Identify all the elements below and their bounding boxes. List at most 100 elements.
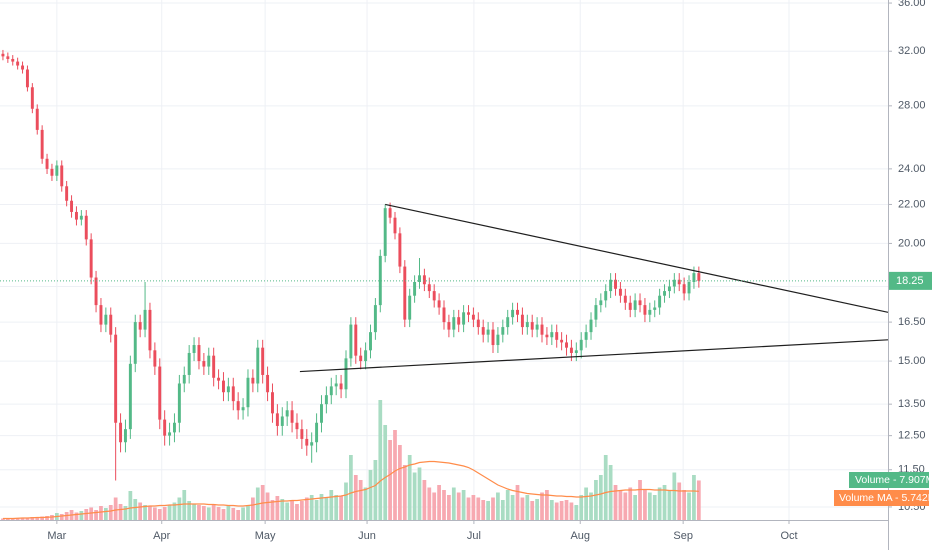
volume-bar bbox=[500, 500, 505, 520]
volume-bar bbox=[236, 510, 241, 520]
volume-bar bbox=[270, 500, 275, 520]
volume-bar bbox=[275, 496, 280, 520]
volume-bar bbox=[549, 500, 554, 520]
candle-body bbox=[256, 347, 260, 384]
trend-line bbox=[299, 339, 889, 373]
volume-bar bbox=[329, 490, 334, 520]
volume-bar bbox=[584, 487, 588, 520]
volume-bar bbox=[363, 487, 368, 520]
volume-bar bbox=[417, 467, 422, 520]
candle-body bbox=[271, 392, 274, 414]
volume-bar bbox=[30, 517, 35, 520]
candle-body bbox=[560, 339, 564, 343]
volume-bar bbox=[368, 470, 373, 520]
candle-body bbox=[192, 345, 196, 353]
candle-body bbox=[50, 168, 54, 176]
candle-body bbox=[359, 355, 363, 362]
candle-body bbox=[163, 419, 167, 436]
candle-body bbox=[133, 322, 137, 364]
candle-body bbox=[280, 416, 284, 426]
candle-body bbox=[574, 350, 578, 353]
volume-pane bbox=[1, 400, 701, 520]
candle-body bbox=[447, 322, 451, 330]
candle-body bbox=[383, 208, 387, 256]
candle-body bbox=[123, 429, 127, 443]
volume-bar bbox=[280, 499, 285, 520]
volume-bar bbox=[476, 497, 481, 520]
y-tick-label: 24.00 bbox=[898, 163, 926, 175]
volume-bar bbox=[657, 487, 662, 520]
candle-body bbox=[65, 186, 69, 201]
volume-bar bbox=[412, 472, 417, 520]
volume-bar bbox=[172, 502, 177, 520]
candle-body bbox=[143, 309, 147, 330]
volume-bar bbox=[618, 490, 623, 520]
candle-body bbox=[119, 422, 123, 443]
volume-bar bbox=[652, 495, 657, 520]
y-tick-label: 20.00 bbox=[898, 237, 926, 249]
candle-body bbox=[393, 217, 397, 234]
candle-body bbox=[266, 374, 270, 393]
candle-body bbox=[682, 284, 686, 294]
volume-bar bbox=[300, 501, 304, 520]
candle-body bbox=[457, 317, 461, 325]
volume-bar bbox=[574, 505, 579, 520]
candle-body bbox=[187, 352, 191, 375]
candle-body bbox=[231, 386, 235, 402]
volume-bar bbox=[216, 507, 221, 520]
volume-bar bbox=[471, 495, 476, 520]
volume-bar bbox=[182, 490, 187, 520]
volume-bar bbox=[491, 497, 495, 520]
candle-body bbox=[236, 401, 240, 411]
candle-body bbox=[344, 358, 348, 390]
volume-bar bbox=[427, 487, 432, 520]
candle-body bbox=[197, 345, 201, 362]
candle-body bbox=[1, 53, 5, 57]
candle-body bbox=[520, 314, 524, 328]
volume-bar bbox=[59, 514, 64, 520]
x-tick-label: Jul bbox=[467, 530, 481, 542]
volume-bar bbox=[466, 497, 471, 520]
candle-body bbox=[378, 255, 382, 306]
last-price-box bbox=[889, 271, 932, 290]
candle-body bbox=[354, 324, 358, 356]
volume-bar bbox=[211, 504, 216, 520]
candle-body bbox=[320, 404, 323, 423]
volume-bar bbox=[353, 475, 358, 520]
volume-bar bbox=[540, 492, 544, 520]
volume-bar bbox=[481, 500, 486, 520]
candle-body bbox=[172, 422, 176, 433]
volume-bar bbox=[246, 505, 250, 520]
y-tick-label: 32.00 bbox=[898, 45, 926, 57]
volume-bar bbox=[339, 496, 343, 520]
candle-body bbox=[452, 317, 456, 330]
candle-body bbox=[667, 286, 671, 292]
volume-bar bbox=[393, 430, 397, 520]
volume-bar bbox=[35, 517, 40, 520]
candle-body bbox=[594, 305, 598, 320]
candle-body bbox=[638, 300, 642, 306]
volume-bar bbox=[226, 506, 231, 520]
candle-body bbox=[633, 300, 637, 310]
volume-bar bbox=[148, 506, 152, 520]
candle-body bbox=[334, 383, 338, 387]
candle-body bbox=[74, 211, 78, 220]
volume-bar bbox=[201, 506, 206, 520]
candle-body bbox=[241, 407, 245, 411]
volume-bar bbox=[304, 497, 309, 520]
candle-body bbox=[403, 266, 407, 320]
candle-body bbox=[530, 322, 534, 330]
candle-body bbox=[432, 291, 436, 301]
candle-body bbox=[324, 395, 328, 405]
volume-bar bbox=[530, 501, 535, 520]
candle-body bbox=[427, 284, 431, 292]
candle-body bbox=[643, 305, 647, 315]
candle-body bbox=[222, 380, 225, 393]
volume-bar bbox=[383, 425, 388, 520]
volume-bar bbox=[167, 505, 172, 520]
candle-body bbox=[148, 309, 152, 351]
volume-bar bbox=[349, 455, 353, 520]
volume-bar bbox=[206, 507, 211, 520]
candle-body bbox=[275, 413, 279, 426]
volume-bar bbox=[662, 485, 667, 520]
